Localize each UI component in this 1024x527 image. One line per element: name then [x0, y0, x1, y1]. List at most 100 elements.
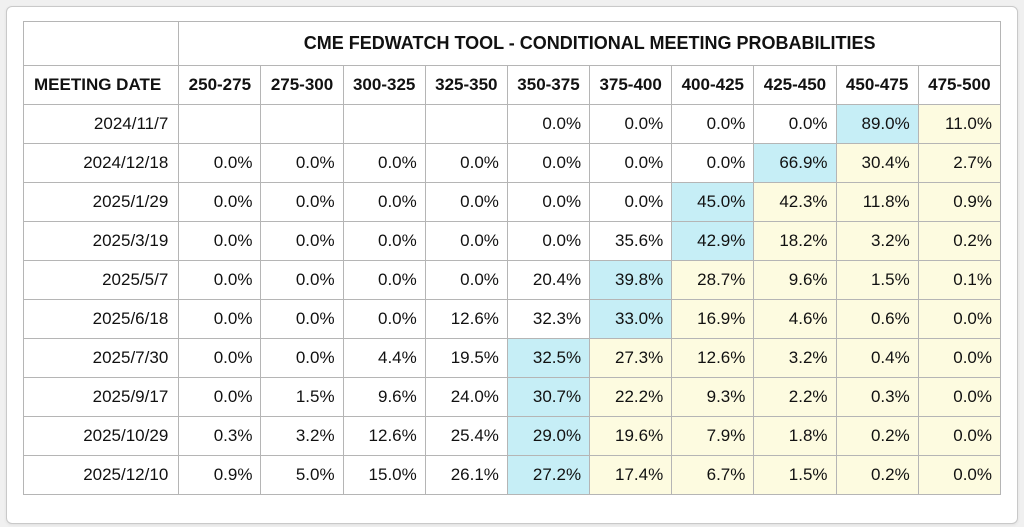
value-cell: 32.5% — [507, 339, 589, 378]
value-cell: 4.6% — [754, 300, 836, 339]
value-cell: 17.4% — [590, 456, 672, 495]
column-header: 400-425 — [672, 66, 754, 105]
table-title: CME FEDWATCH TOOL - CONDITIONAL MEETING … — [179, 22, 1001, 66]
value-cell — [261, 105, 343, 144]
value-cell: 0.0% — [179, 261, 261, 300]
value-cell: 0.0% — [425, 144, 507, 183]
value-cell: 4.4% — [343, 339, 425, 378]
table-row: 2025/12/100.9%5.0%15.0%26.1%27.2%17.4%6.… — [24, 456, 1001, 495]
value-cell: 0.0% — [179, 222, 261, 261]
meeting-date-header: MEETING DATE — [24, 66, 179, 105]
value-cell: 20.4% — [507, 261, 589, 300]
value-cell: 12.6% — [343, 417, 425, 456]
value-cell: 1.5% — [261, 378, 343, 417]
value-cell: 0.9% — [918, 183, 1000, 222]
value-cell: 0.0% — [672, 144, 754, 183]
value-cell: 0.0% — [918, 456, 1000, 495]
value-cell: 0.0% — [343, 300, 425, 339]
value-cell: 0.0% — [343, 261, 425, 300]
value-cell: 0.0% — [507, 105, 589, 144]
value-cell: 0.0% — [507, 144, 589, 183]
value-cell: 7.9% — [672, 417, 754, 456]
value-cell: 2.2% — [754, 378, 836, 417]
value-cell: 42.9% — [672, 222, 754, 261]
date-cell: 2024/12/18 — [24, 144, 179, 183]
value-cell: 1.8% — [754, 417, 836, 456]
value-cell: 26.1% — [425, 456, 507, 495]
value-cell: 27.2% — [507, 456, 589, 495]
value-cell: 22.2% — [590, 378, 672, 417]
table-row: 2025/6/180.0%0.0%0.0%12.6%32.3%33.0%16.9… — [24, 300, 1001, 339]
fedwatch-panel: CME FEDWATCH TOOL - CONDITIONAL MEETING … — [6, 6, 1018, 524]
value-cell: 32.3% — [507, 300, 589, 339]
value-cell: 66.9% — [754, 144, 836, 183]
value-cell: 0.2% — [918, 222, 1000, 261]
column-header: 250-275 — [179, 66, 261, 105]
value-cell: 33.0% — [590, 300, 672, 339]
value-cell: 9.3% — [672, 378, 754, 417]
value-cell: 0.0% — [261, 339, 343, 378]
date-cell: 2025/6/18 — [24, 300, 179, 339]
value-cell: 42.3% — [754, 183, 836, 222]
column-header: 450-475 — [836, 66, 918, 105]
value-cell: 39.8% — [590, 261, 672, 300]
column-header: 350-375 — [507, 66, 589, 105]
date-cell: 2025/12/10 — [24, 456, 179, 495]
value-cell: 0.0% — [343, 144, 425, 183]
value-cell: 24.0% — [425, 378, 507, 417]
column-header: 300-325 — [343, 66, 425, 105]
value-cell: 0.0% — [425, 261, 507, 300]
value-cell: 0.0% — [179, 183, 261, 222]
table-row: 2025/5/70.0%0.0%0.0%0.0%20.4%39.8%28.7%9… — [24, 261, 1001, 300]
value-cell: 12.6% — [425, 300, 507, 339]
value-cell: 2.7% — [918, 144, 1000, 183]
value-cell: 0.0% — [425, 222, 507, 261]
value-cell: 28.7% — [672, 261, 754, 300]
column-header: 275-300 — [261, 66, 343, 105]
date-cell: 2025/3/19 — [24, 222, 179, 261]
title-row: CME FEDWATCH TOOL - CONDITIONAL MEETING … — [24, 22, 1001, 66]
date-cell: 2024/11/7 — [24, 105, 179, 144]
value-cell: 30.7% — [507, 378, 589, 417]
value-cell: 3.2% — [754, 339, 836, 378]
value-cell: 3.2% — [836, 222, 918, 261]
value-cell: 0.0% — [425, 183, 507, 222]
value-cell: 0.1% — [918, 261, 1000, 300]
value-cell: 89.0% — [836, 105, 918, 144]
value-cell: 11.0% — [918, 105, 1000, 144]
value-cell — [179, 105, 261, 144]
value-cell: 0.0% — [261, 222, 343, 261]
table-row: 2025/10/290.3%3.2%12.6%25.4%29.0%19.6%7.… — [24, 417, 1001, 456]
value-cell: 19.6% — [590, 417, 672, 456]
value-cell: 11.8% — [836, 183, 918, 222]
value-cell: 18.2% — [754, 222, 836, 261]
value-cell: 0.4% — [836, 339, 918, 378]
value-cell: 29.0% — [507, 417, 589, 456]
table-row: 2024/12/180.0%0.0%0.0%0.0%0.0%0.0%0.0%66… — [24, 144, 1001, 183]
value-cell: 6.7% — [672, 456, 754, 495]
value-cell: 0.0% — [672, 105, 754, 144]
value-cell: 0.0% — [343, 183, 425, 222]
value-cell: 3.2% — [261, 417, 343, 456]
value-cell: 0.0% — [507, 222, 589, 261]
blank-corner-cell — [24, 22, 179, 66]
table-row: 2025/1/290.0%0.0%0.0%0.0%0.0%0.0%45.0%42… — [24, 183, 1001, 222]
column-header-row: MEETING DATE 250-275275-300300-325325-35… — [24, 66, 1001, 105]
table-row: 2024/11/70.0%0.0%0.0%0.0%89.0%11.0% — [24, 105, 1001, 144]
value-cell: 0.0% — [754, 105, 836, 144]
date-cell: 2025/5/7 — [24, 261, 179, 300]
value-cell: 0.3% — [836, 378, 918, 417]
value-cell: 30.4% — [836, 144, 918, 183]
value-cell: 0.0% — [918, 378, 1000, 417]
column-header: 375-400 — [590, 66, 672, 105]
value-cell: 0.0% — [918, 417, 1000, 456]
value-cell: 0.0% — [261, 261, 343, 300]
value-cell: 0.0% — [590, 144, 672, 183]
value-cell: 0.0% — [590, 183, 672, 222]
value-cell: 0.2% — [836, 417, 918, 456]
value-cell: 27.3% — [590, 339, 672, 378]
value-cell: 0.0% — [179, 144, 261, 183]
value-cell — [343, 105, 425, 144]
value-cell: 15.0% — [343, 456, 425, 495]
value-cell: 0.9% — [179, 456, 261, 495]
